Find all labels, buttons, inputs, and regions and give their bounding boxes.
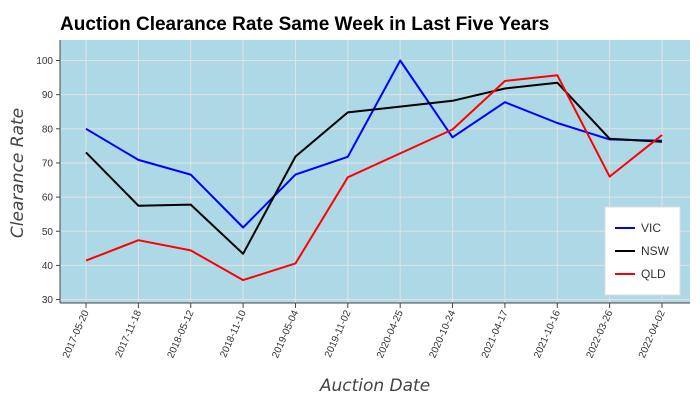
x-tick-label: 2020-10-24 [427,308,458,360]
y-axis-title: Clearance Rate [8,108,28,238]
y-tick-label: 30 [42,295,54,306]
series-line-qld [85,74,663,282]
legend-label-qld: QLD [641,267,666,281]
plot-area [60,40,690,303]
y-tick-label: 60 [42,193,54,204]
legend: VIC NSW QLD [604,206,681,296]
x-tick-label: 2022-03-26 [585,308,616,360]
x-tick-label: 2018-05-12 [166,308,197,360]
x-tick-label: 2020-04-25 [375,308,406,360]
x-tick-label: 2021-04-17 [480,308,511,360]
x-tick-label: 2018-11-10 [218,308,249,359]
y-tick-label: 100 [36,56,53,67]
y-tick-label: 50 [42,227,54,238]
x-axis-title: Auction Date [319,376,430,396]
x-tick-label: 2019-11-02 [323,308,354,359]
y-tick-label: 80 [42,124,54,135]
chart-title: Auction Clearance Rate Same Week in Last… [60,14,549,35]
x-tick-label: 2021-10-16 [532,308,563,360]
grid [60,40,690,303]
legend-label-vic: VIC [641,221,661,235]
y-tick-label: 90 [42,90,54,101]
x-tick-label: 2017-11-18 [114,308,145,359]
x-tick-label: 2022-04-02 [637,308,668,360]
y-tick-label: 40 [42,261,54,272]
y-tick-label: 70 [42,158,54,169]
x-tick-label: 2017-05-20 [61,308,92,360]
series-lines [85,59,663,282]
x-tick-label: 2019-05-04 [270,308,301,360]
legend-label-nsw: NSW [641,244,670,258]
